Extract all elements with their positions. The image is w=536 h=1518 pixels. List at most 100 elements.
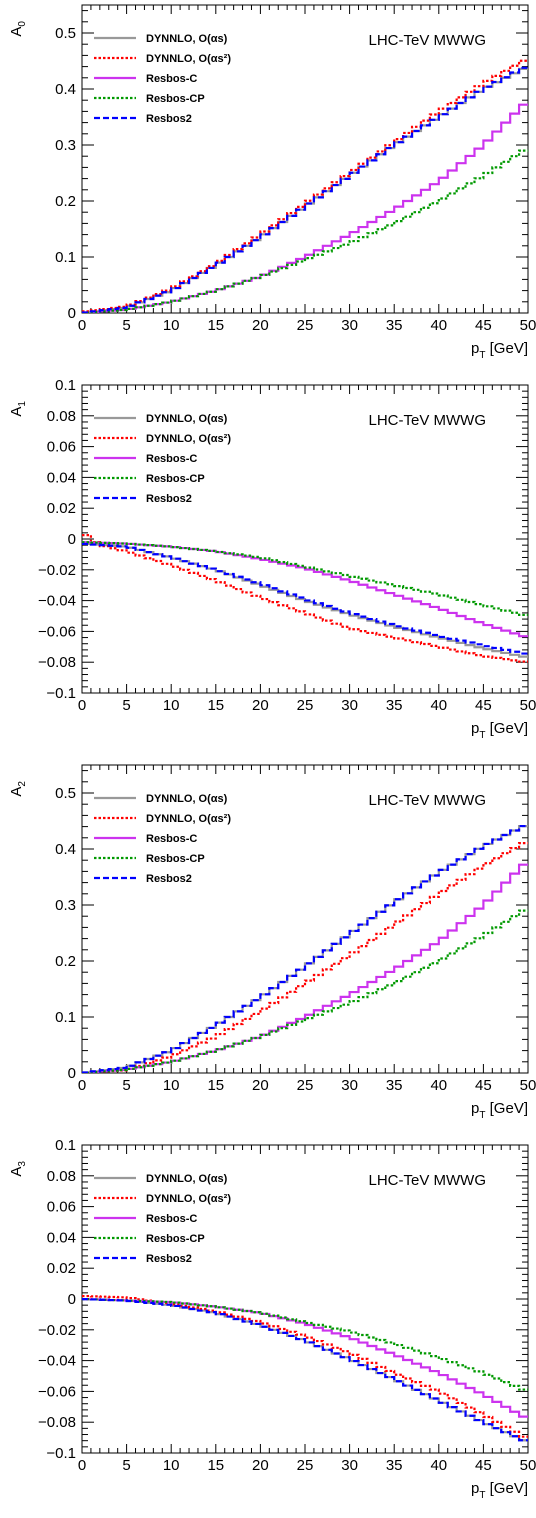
legend-label-0: DYNNLO, O(αs) [146,33,228,45]
legend-label-1: DYNNLO, O(αs²) [146,813,231,825]
x-axis-label-unit: [GeV] [485,1100,528,1117]
y-tick-label: 0.04 [47,469,76,486]
x-axis-label-unit: [GeV] [485,340,528,357]
x-tick-label: 20 [252,697,269,714]
legend-label-3: Resbos-CP [146,1233,205,1245]
legend-label-4: Resbos2 [146,1253,192,1265]
y-axis-label-sub: 2 [17,781,28,787]
legend-label-3: Resbos-CP [146,93,205,105]
x-tick-label: 0 [78,317,86,334]
x-tick-label: 45 [475,1077,492,1094]
y-tick-label: 0.02 [47,1260,76,1277]
series-line-4 [82,1298,528,1442]
x-tick-label: 30 [341,1457,358,1474]
x-axis-label: pT [GeV] [471,1100,528,1121]
y-tick-label: 0.3 [55,897,76,914]
series-line-0 [82,67,528,313]
x-axis-label-main: p [471,1100,479,1117]
annotation-text: LHC-TeV MWWG [369,792,487,809]
x-tick-label: 25 [297,697,314,714]
y-tick-label: 0.08 [47,408,76,425]
x-tick-label: 30 [341,1077,358,1094]
y-axis-label-main: A [8,1167,25,1177]
x-tick-label: 15 [207,1077,224,1094]
x-tick-label: 50 [520,1457,536,1474]
x-tick-label: 10 [163,317,180,334]
y-tick-label: 0.1 [55,1009,76,1026]
x-tick-label: 15 [207,697,224,714]
x-tick-label: 45 [475,1457,492,1474]
y-axis-label: A0 [8,21,28,37]
series-line-3 [82,541,528,617]
plot-frame [81,4,529,314]
legend-label-0: DYNNLO, O(αs) [146,793,228,805]
plot-frame [81,384,529,694]
x-tick-label: 40 [430,1457,447,1474]
y-axis-label-sub: 0 [17,21,28,27]
series-line-2 [82,863,528,1073]
series-line-3 [82,1298,528,1391]
y-tick-label: 0.1 [55,1137,76,1154]
x-tick-label: 10 [163,1457,180,1474]
x-tick-label: 5 [122,1077,130,1094]
y-tick-label: 0.1 [55,249,76,266]
y-tick-label: −0.08 [38,654,76,671]
x-axis-label-sub: T [479,1110,485,1121]
x-tick-label: 30 [341,317,358,334]
y-tick-label: −0.02 [38,562,76,579]
x-axis-label: pT [GeV] [471,720,528,741]
y-tick-label: −0.1 [46,1445,76,1462]
y-tick-label: 0.4 [55,841,76,858]
y-tick-label: 0 [68,1065,76,1082]
x-tick-label: 50 [520,1077,536,1094]
y-axis-label-main: A [8,787,25,797]
y-tick-label: −0.02 [38,1322,76,1339]
y-axis-label-sub: 1 [17,401,28,407]
x-tick-label: 50 [520,317,536,334]
x-tick-label: 0 [78,1077,86,1094]
y-tick-label: 0 [68,531,76,548]
y-tick-label: 0.2 [55,953,76,970]
x-tick-label: 0 [78,1457,86,1474]
x-tick-label: 20 [252,1077,269,1094]
y-axis-label: A3 [8,1161,28,1177]
y-tick-label: 0.4 [55,81,76,98]
legend-label-1: DYNNLO, O(αs²) [146,53,231,65]
x-tick-label: 45 [475,697,492,714]
legend-label-2: Resbos-C [146,1213,197,1225]
x-axis-label: pT [GeV] [471,340,528,361]
legend-label-2: Resbos-C [146,453,197,465]
y-tick-label: 0.2 [55,193,76,210]
chart-panel-1: 0 5 10 15 20 25 30 35 40 45 50−0.1−0.08−0.06−0.04−… [8,377,536,741]
x-axis-label-sub: T [479,350,485,361]
x-tick-label: 25 [297,317,314,334]
y-tick-label: 0.08 [47,1168,76,1185]
legend-label-0: DYNNLO, O(αs) [146,413,228,425]
y-tick-label: 0.06 [47,1199,76,1216]
annotation-text: LHC-TeV MWWG [369,412,487,429]
x-tick-label: 10 [163,697,180,714]
x-axis-label-sub: T [479,1490,485,1501]
series-line-3 [82,149,528,313]
legend-label-4: Resbos2 [146,873,192,885]
series-line-2 [82,1298,528,1418]
y-axis-label-sub: 3 [17,1161,28,1167]
y-tick-label: −0.06 [38,623,76,640]
annotation-text: LHC-TeV MWWG [369,1172,487,1189]
y-tick-label: −0.04 [38,593,76,610]
legend-label-1: DYNNLO, O(αs²) [146,1193,231,1205]
y-tick-label: −0.1 [46,685,76,702]
y-tick-label: 0.5 [55,785,76,802]
y-tick-label: 0.1 [55,377,76,394]
x-tick-label: 40 [430,697,447,714]
y-tick-label: −0.06 [38,1383,76,1400]
series-line-1 [82,59,528,313]
x-tick-label: 25 [297,1457,314,1474]
x-tick-label: 35 [386,1457,403,1474]
x-axis-label-main: p [471,720,479,737]
legend-label-2: Resbos-C [146,833,197,845]
x-tick-label: 25 [297,1077,314,1094]
annotation-text: LHC-TeV MWWG [369,32,487,49]
plot-frame [81,764,529,1074]
